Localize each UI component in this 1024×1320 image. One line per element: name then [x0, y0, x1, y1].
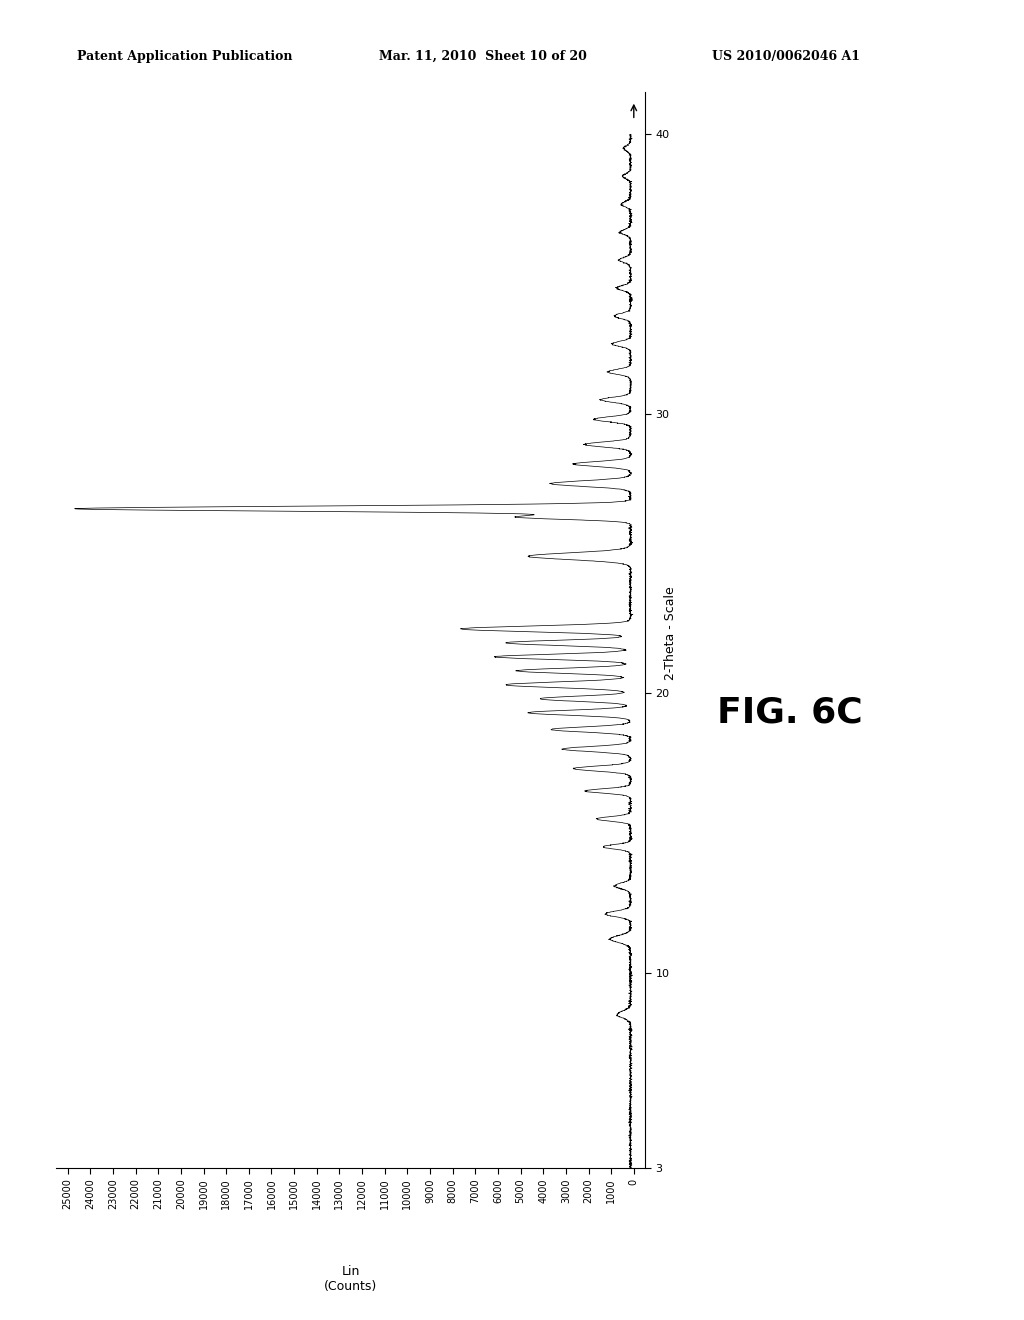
X-axis label: Lin
(Counts): Lin (Counts) [324, 1265, 378, 1294]
Text: 2-Theta - Scale: 2-Theta - Scale [665, 586, 677, 681]
Text: Mar. 11, 2010  Sheet 10 of 20: Mar. 11, 2010 Sheet 10 of 20 [379, 50, 587, 63]
Text: Patent Application Publication: Patent Application Publication [77, 50, 292, 63]
Text: US 2010/0062046 A1: US 2010/0062046 A1 [712, 50, 860, 63]
Text: FIG. 6C: FIG. 6C [717, 696, 862, 730]
